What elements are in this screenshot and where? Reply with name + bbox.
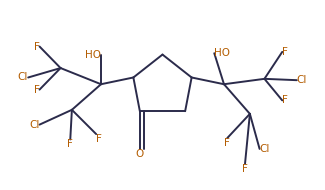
Text: Cl: Cl: [29, 120, 40, 130]
Text: F: F: [34, 41, 40, 51]
Text: Cl: Cl: [260, 144, 270, 154]
Text: O: O: [136, 149, 144, 159]
Text: F: F: [282, 95, 288, 105]
Text: F: F: [67, 139, 73, 150]
Text: F: F: [282, 47, 288, 57]
Text: Cl: Cl: [297, 75, 307, 85]
Text: HO: HO: [85, 50, 101, 60]
Text: Cl: Cl: [18, 73, 28, 82]
Text: F: F: [34, 85, 40, 95]
Text: F: F: [242, 164, 248, 174]
Text: F: F: [224, 138, 230, 148]
Text: F: F: [96, 134, 102, 144]
Text: HO: HO: [214, 48, 230, 58]
